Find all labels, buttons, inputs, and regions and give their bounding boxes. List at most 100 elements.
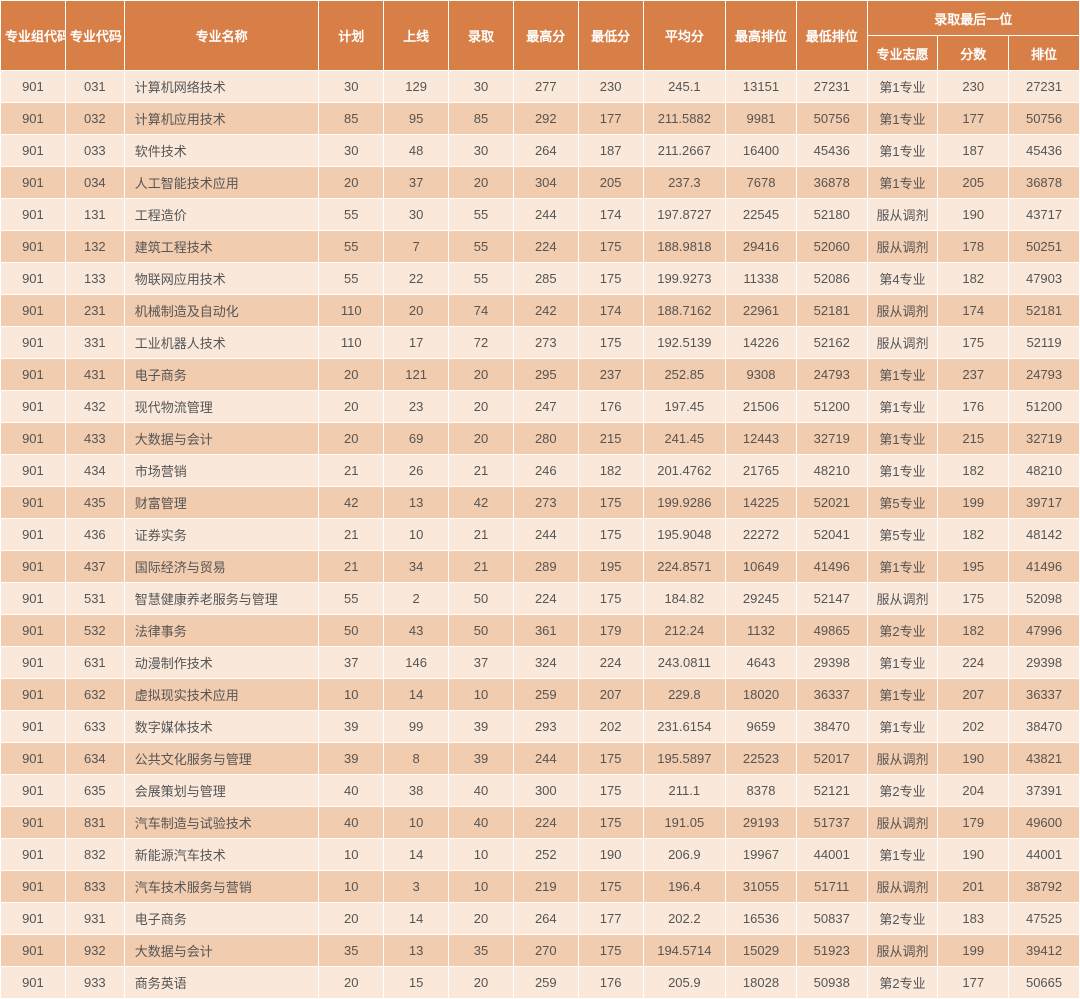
cell-last-score: 175: [938, 327, 1009, 359]
cell-max-score: 224: [513, 583, 578, 615]
cell-max-score: 244: [513, 519, 578, 551]
cell-admit: 72: [449, 327, 514, 359]
cell-max-rank: 14226: [726, 327, 797, 359]
cell-admit: 20: [449, 903, 514, 935]
cell-min-score: 215: [578, 423, 643, 455]
cell-min-score: 190: [578, 839, 643, 871]
table-row: 901635会展策划与管理403840300175211.1837852121第…: [1, 775, 1080, 807]
cell-max-score: 264: [513, 903, 578, 935]
cell-last-rank: 52181: [1009, 295, 1080, 327]
cell-plan: 21: [319, 519, 384, 551]
cell-major-name: 电子商务: [124, 359, 319, 391]
cell-min-rank: 27231: [796, 71, 867, 103]
cell-major-name: 数字媒体技术: [124, 711, 319, 743]
cell-last-rank: 24793: [1009, 359, 1080, 391]
cell-max-score: 242: [513, 295, 578, 327]
cell-min-score: 175: [578, 935, 643, 967]
cell-min-score: 207: [578, 679, 643, 711]
cell-admit: 37: [449, 647, 514, 679]
cell-min-score: 202: [578, 711, 643, 743]
cell-major-code: 437: [65, 551, 124, 583]
cell-admit: 40: [449, 775, 514, 807]
cell-last-rank: 52119: [1009, 327, 1080, 359]
cell-admit: 42: [449, 487, 514, 519]
cell-min-score: 182: [578, 455, 643, 487]
cell-avg-score: 206.9: [643, 839, 726, 871]
cell-major-code: 131: [65, 199, 124, 231]
cell-major-code: 633: [65, 711, 124, 743]
cell-admit: 21: [449, 551, 514, 583]
cell-online: 14: [384, 839, 449, 871]
cell-group-code: 901: [1, 423, 66, 455]
cell-avg-score: 199.9286: [643, 487, 726, 519]
cell-group-code: 901: [1, 71, 66, 103]
cell-admit: 21: [449, 519, 514, 551]
cell-min-rank: 50837: [796, 903, 867, 935]
table-row: 901933商务英语201520259176205.91802850938第2专…: [1, 967, 1080, 999]
cell-plan: 20: [319, 903, 384, 935]
cell-last-score: 174: [938, 295, 1009, 327]
cell-group-code: 901: [1, 679, 66, 711]
cell-min-rank: 52060: [796, 231, 867, 263]
cell-online: 13: [384, 935, 449, 967]
table-row: 901131工程造价553055244174197.87272254552180…: [1, 199, 1080, 231]
cell-major-code: 436: [65, 519, 124, 551]
cell-admit: 30: [449, 71, 514, 103]
cell-min-score: 175: [578, 871, 643, 903]
cell-group-code: 901: [1, 775, 66, 807]
cell-avg-score: 195.5897: [643, 743, 726, 775]
cell-avg-score: 188.7162: [643, 295, 726, 327]
th-min-score: 最低分: [578, 1, 643, 71]
cell-admit: 74: [449, 295, 514, 327]
cell-major-code: 432: [65, 391, 124, 423]
cell-major-name: 虚拟现实技术应用: [124, 679, 319, 711]
cell-major-name: 动漫制作技术: [124, 647, 319, 679]
cell-admit: 39: [449, 711, 514, 743]
cell-last-pref: 第5专业: [867, 519, 938, 551]
cell-online: 17: [384, 327, 449, 359]
th-max-rank: 最高排位: [726, 1, 797, 71]
cell-max-score: 361: [513, 615, 578, 647]
cell-online: 7: [384, 231, 449, 263]
cell-min-rank: 51200: [796, 391, 867, 423]
cell-last-rank: 38792: [1009, 871, 1080, 903]
cell-last-score: 187: [938, 135, 1009, 167]
cell-major-name: 财富管理: [124, 487, 319, 519]
cell-last-pref: 服从调剂: [867, 199, 938, 231]
table-row: 901931电子商务201420264177202.21653650837第2专…: [1, 903, 1080, 935]
cell-group-code: 901: [1, 647, 66, 679]
cell-avg-score: 192.5139: [643, 327, 726, 359]
cell-plan: 10: [319, 679, 384, 711]
cell-online: 146: [384, 647, 449, 679]
cell-group-code: 901: [1, 359, 66, 391]
cell-avg-score: 191.05: [643, 807, 726, 839]
cell-min-score: 187: [578, 135, 643, 167]
cell-avg-score: 188.9818: [643, 231, 726, 263]
cell-group-code: 901: [1, 135, 66, 167]
table-row: 901435财富管理421342273175199.92861422552021…: [1, 487, 1080, 519]
cell-last-rank: 50756: [1009, 103, 1080, 135]
cell-last-pref: 服从调剂: [867, 583, 938, 615]
cell-major-name: 计算机应用技术: [124, 103, 319, 135]
cell-min-score: 237: [578, 359, 643, 391]
cell-last-rank: 37391: [1009, 775, 1080, 807]
cell-online: 10: [384, 807, 449, 839]
cell-avg-score: 252.85: [643, 359, 726, 391]
th-last-group: 录取最后一位: [867, 1, 1079, 36]
cell-min-rank: 45436: [796, 135, 867, 167]
cell-last-rank: 48142: [1009, 519, 1080, 551]
cell-max-score: 252: [513, 839, 578, 871]
cell-plan: 40: [319, 807, 384, 839]
cell-online: 15: [384, 967, 449, 999]
cell-last-rank: 27231: [1009, 71, 1080, 103]
cell-group-code: 901: [1, 839, 66, 871]
cell-admit: 40: [449, 807, 514, 839]
cell-plan: 50: [319, 615, 384, 647]
th-last-rank: 排位: [1009, 36, 1080, 71]
cell-max-score: 259: [513, 679, 578, 711]
cell-max-rank: 11338: [726, 263, 797, 295]
cell-admit: 30: [449, 135, 514, 167]
cell-online: 30: [384, 199, 449, 231]
cell-admit: 20: [449, 391, 514, 423]
cell-plan: 37: [319, 647, 384, 679]
